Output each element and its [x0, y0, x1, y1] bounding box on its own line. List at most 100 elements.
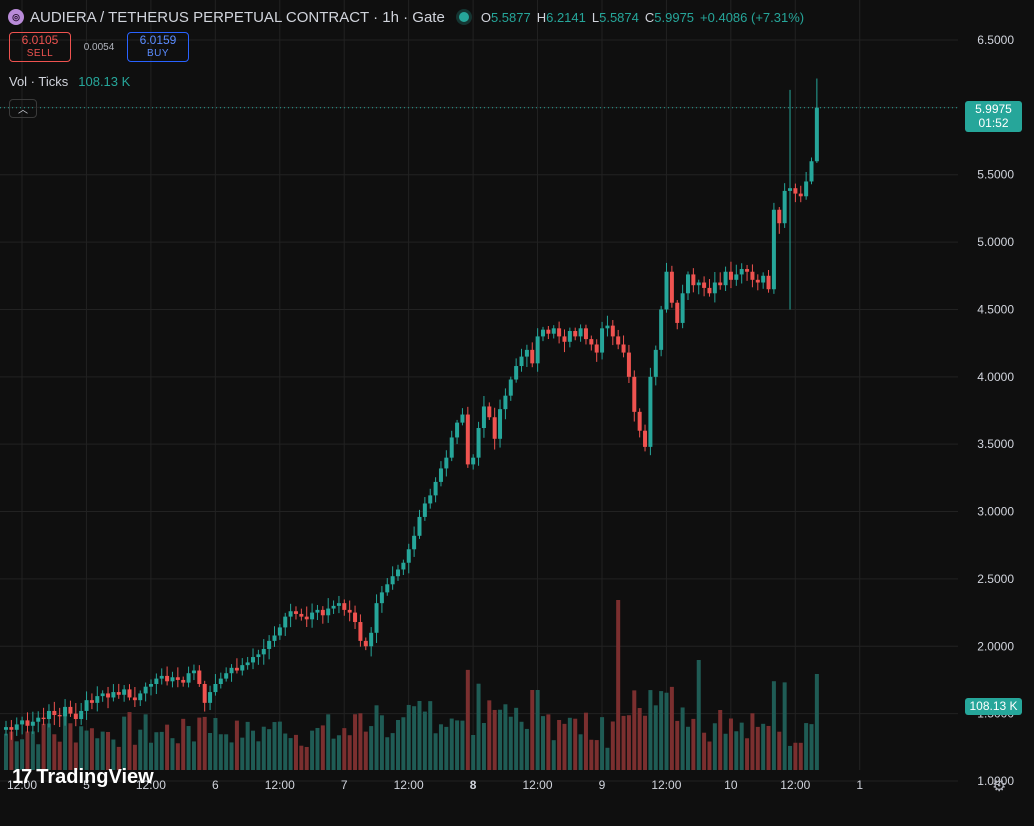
volume-bar — [696, 660, 701, 770]
volume-bar — [52, 734, 57, 770]
candle-body — [669, 271, 674, 303]
y-tick-label: 4.5000 — [977, 302, 1014, 316]
low-value: 5.5874 — [599, 9, 639, 25]
volume-bar — [320, 725, 325, 770]
candle-body — [444, 457, 449, 469]
candle-body — [809, 161, 814, 182]
volume-bar — [186, 726, 191, 770]
volume-bar — [750, 713, 755, 770]
x-tick-label: 12:00 — [780, 778, 810, 792]
volume-bar — [643, 715, 648, 770]
volume-bar — [578, 734, 583, 770]
candle-body — [277, 627, 282, 636]
volume-bar — [487, 700, 492, 770]
candle-body — [798, 193, 803, 197]
volume-bar — [122, 716, 127, 770]
volume-legend[interactable]: Vol · Ticks 108.13 K — [9, 74, 130, 89]
candle-body — [433, 481, 438, 496]
candle-body — [342, 603, 347, 610]
candle-body — [336, 603, 341, 606]
candle-body — [535, 336, 540, 364]
collapse-legend-button[interactable]: ︿ — [9, 99, 37, 118]
settings-gear-icon[interactable]: ⚙ — [992, 778, 1007, 795]
tradingview-logo[interactable]: 17 TradingView — [12, 766, 154, 789]
candle-body — [530, 349, 535, 364]
volume-bar — [616, 600, 621, 770]
candle-body — [573, 331, 578, 337]
candle-body — [159, 675, 164, 679]
candle-body — [52, 710, 57, 715]
volume-bar — [739, 722, 744, 770]
volume-bar — [498, 709, 503, 770]
x-tick-label: 5 — [83, 778, 90, 792]
candle-body — [320, 609, 325, 616]
candle-body — [610, 325, 615, 337]
volume-bar — [197, 717, 202, 770]
candle-body — [557, 328, 562, 337]
volume-bar — [30, 731, 35, 770]
volume-bar — [524, 728, 529, 770]
candle-body — [481, 406, 486, 429]
volume-bar — [293, 734, 298, 770]
volume-bar — [170, 738, 175, 770]
y-tick-label: 5.5000 — [977, 168, 1014, 182]
candle-body — [218, 678, 223, 684]
volume-bar — [723, 733, 728, 770]
candle-body — [251, 657, 256, 663]
volume-bar — [326, 714, 331, 770]
audiera-coin-icon[interactable]: ◎ — [8, 9, 24, 25]
candle-body — [503, 395, 508, 410]
candle-body — [728, 271, 733, 280]
candle-body — [653, 349, 658, 377]
volume-bar — [379, 715, 384, 770]
candle-body — [181, 679, 186, 683]
candle-body — [213, 683, 218, 693]
candle-body — [396, 569, 401, 577]
volume-bar — [685, 726, 690, 770]
candle-body — [471, 457, 476, 465]
candle-body — [245, 662, 250, 666]
candle-body — [632, 376, 637, 412]
volume-bar — [4, 733, 8, 770]
volume-bar — [165, 724, 170, 770]
buy-button[interactable]: 6.0159 BUY — [127, 32, 189, 62]
volume-price-label: 108.13 K — [965, 698, 1022, 715]
candle-body — [455, 422, 460, 438]
volume-bar — [347, 735, 352, 770]
volume-bar — [455, 720, 460, 770]
volume-bar — [557, 719, 562, 770]
candle-body — [132, 697, 137, 701]
candle-body — [100, 693, 105, 697]
volume-bar — [492, 709, 497, 770]
candle-body — [36, 717, 41, 722]
volume-bar — [626, 715, 631, 770]
symbol-title[interactable]: AUDIERA / TETHERUS PERPETUAL CONTRACT · … — [30, 8, 445, 26]
candle-body — [605, 325, 610, 329]
candle-body — [766, 275, 771, 290]
candle-body — [111, 692, 116, 698]
volume-bar — [481, 722, 486, 770]
candle-body — [519, 356, 524, 367]
candle-body — [288, 611, 293, 617]
volume-bar — [79, 726, 84, 770]
candle-body — [202, 683, 207, 703]
volume-bar — [331, 738, 336, 770]
candle-body — [659, 309, 664, 350]
volume-bar — [374, 705, 379, 770]
candle-body — [621, 344, 626, 353]
volume-bar — [449, 718, 454, 770]
candle-body — [73, 713, 78, 720]
candle-body — [57, 714, 62, 717]
candle-body — [385, 584, 390, 593]
candle-body — [814, 107, 819, 162]
volume-bar — [562, 723, 567, 770]
x-tick-label: 12:00 — [136, 778, 166, 792]
bar-countdown: 01:52 — [978, 116, 1009, 130]
y-tick-label: 5.0000 — [977, 235, 1014, 249]
x-tick-label: 12:00 — [7, 778, 37, 792]
candle-body — [326, 608, 331, 616]
sell-button[interactable]: 6.0105 SELL — [9, 32, 71, 62]
candle-body — [30, 721, 35, 726]
volume-bar — [814, 673, 819, 770]
